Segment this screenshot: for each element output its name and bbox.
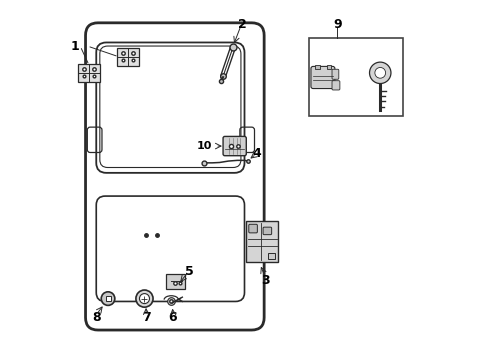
Circle shape (374, 67, 385, 78)
Text: 6: 6 (168, 311, 177, 324)
FancyBboxPatch shape (78, 64, 100, 82)
FancyBboxPatch shape (248, 224, 257, 233)
FancyBboxPatch shape (263, 227, 271, 235)
FancyBboxPatch shape (117, 48, 139, 66)
Circle shape (101, 292, 115, 305)
Text: 1: 1 (70, 40, 79, 53)
Bar (308, 38, 403, 116)
Bar (105, 296, 110, 301)
Text: 9: 9 (332, 18, 341, 31)
Text: 3: 3 (261, 274, 270, 287)
Text: 5: 5 (184, 265, 193, 278)
Circle shape (139, 294, 149, 303)
Bar (315, 65, 319, 68)
Text: 7: 7 (142, 311, 150, 324)
Text: 4: 4 (252, 147, 261, 160)
FancyBboxPatch shape (331, 69, 338, 79)
Circle shape (369, 62, 390, 84)
Text: 10: 10 (197, 141, 212, 151)
FancyBboxPatch shape (223, 136, 246, 156)
FancyBboxPatch shape (166, 274, 185, 289)
Circle shape (136, 290, 153, 307)
FancyBboxPatch shape (246, 221, 278, 262)
Bar (267, 253, 274, 258)
Text: 8: 8 (92, 311, 101, 324)
FancyBboxPatch shape (310, 66, 334, 89)
FancyBboxPatch shape (331, 81, 339, 90)
Bar (326, 65, 330, 68)
Text: 2: 2 (238, 18, 246, 31)
